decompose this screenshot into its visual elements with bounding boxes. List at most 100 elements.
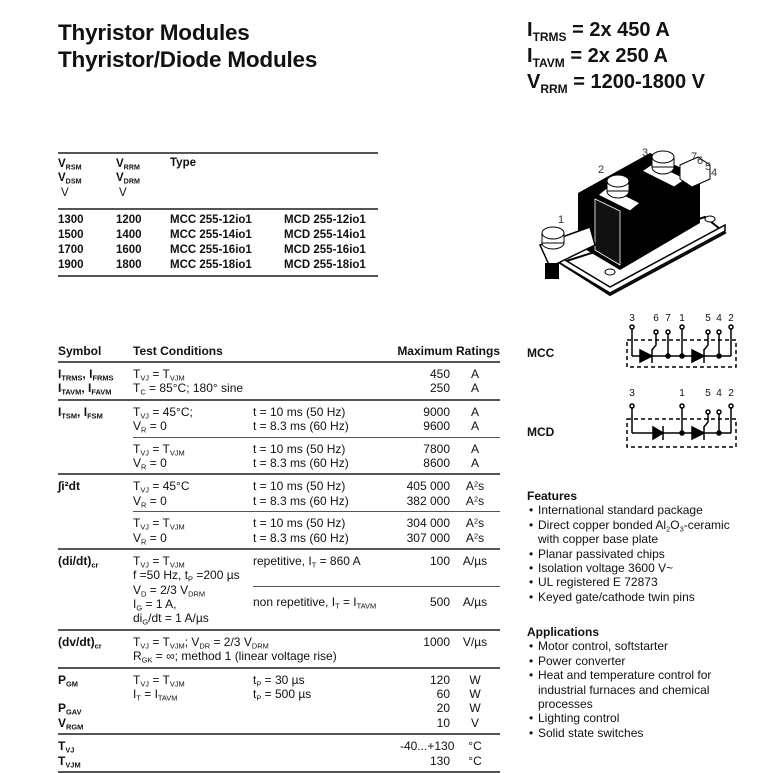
- header-symbol: Symbol: [58, 344, 102, 358]
- type-table-row: 1500 1400 MCC 255-14io1 MCD 255-14io1: [58, 229, 378, 244]
- condition-line: TVJ = 45°C: [133, 479, 190, 495]
- symbol-cell: ITSM, IFSM: [58, 401, 133, 474]
- type-table-row: 1900 1800 MCC 255-18io1 MCD 255-18io1: [58, 259, 378, 274]
- applications-section: Applications Motor control, softstarterP…: [527, 625, 711, 740]
- list-item: Power converter: [527, 654, 711, 668]
- condition-line: [133, 739, 253, 753]
- ratings-subrow: TVJ = TVJM IT = ITAVM tP = 30 µs tP = 500 µ…: [133, 669, 500, 734]
- symbol-line: [58, 687, 133, 701]
- mcc-pin: 2: [728, 313, 734, 324]
- rating-value: 130: [429, 753, 450, 768]
- condition-line: VR = 0: [133, 493, 167, 510]
- list-item: Planar passivated chips: [527, 547, 730, 561]
- type-table-cell: MCD 255-18io1: [284, 259, 366, 271]
- condition-line: TVJ = 45°C;: [133, 404, 193, 421]
- rating-value: -40...+130: [400, 739, 455, 754]
- page-subtitle: Thyristor/Diode Modules: [58, 47, 318, 72]
- symbol-line: TVJM: [58, 753, 81, 770]
- condition-line: VD = 2/3 VDRM: [133, 582, 206, 599]
- pin-label: 7: [691, 151, 697, 163]
- list-item: Keyed gate/cathode twin pins: [527, 590, 730, 604]
- type-table-row: 1300 1200 MCC 255-12io1 MCD 255-12io1: [58, 214, 378, 229]
- symbol-cell: TVJ TVJM: [58, 735, 133, 771]
- symbol-cell: ∫i²dt: [58, 475, 133, 548]
- rating-value: 9000: [423, 404, 450, 419]
- key-rating-vrrm: VRRM = 1200-1800 V: [527, 71, 706, 96]
- condition-line: TVJ = TVJM: [133, 672, 185, 689]
- mcc-pin: 1: [679, 313, 685, 324]
- unit-v: V: [119, 186, 127, 199]
- conditions-area: TVJ = 45°C VR = 0 t = 10 ms (50 Hz) t = 8.3…: [133, 475, 500, 548]
- rating-unit: W: [469, 687, 481, 702]
- list-item: Lighting control: [527, 711, 711, 725]
- ratings-subrow: -40...+130 130 °C °C: [133, 735, 500, 771]
- applications-list: Motor control, softstarterPower converte…: [527, 639, 711, 740]
- symbol-line: PGAV: [58, 701, 82, 718]
- list-item: Heat and temperature control forindustri…: [527, 668, 711, 711]
- condition-line: [253, 754, 400, 768]
- condition-line: TVJ = TVJM: [133, 553, 185, 570]
- condition-line: RGK = ∞; method 1 (linear voltage rise): [133, 649, 337, 665]
- rating-unit: [450, 568, 500, 582]
- rating-value: 405 000: [406, 479, 450, 494]
- features-section: Features International standard packageD…: [527, 489, 730, 604]
- symbol-line: ITAVM, IFAVM: [58, 381, 112, 397]
- header-vrrm: VRRM: [116, 158, 140, 172]
- type-table-cell: 1300: [58, 214, 84, 226]
- rating-unit: A2s: [465, 479, 485, 494]
- symbol-cell: (di/dt)cr: [58, 550, 133, 629]
- type-table-body: 1300 1200 MCC 255-12io1 MCD 255-12io1 1500 14…: [58, 214, 378, 274]
- timing-condition-cell: t = 10 ms (50 Hz) t = 8.3 ms (60 Hz): [253, 442, 400, 471]
- rating-unit-cell: A/µs: [450, 554, 500, 583]
- condition-line: t = 10 ms (50 Hz): [253, 404, 346, 419]
- rating-value: 1000: [423, 634, 450, 649]
- type-table-cell: MCC 255-16io1: [170, 244, 252, 256]
- test-condition-cell: TVJ = TVJM VR = 0: [133, 516, 253, 545]
- ratings-row: ITRMS, IFRMS ITAVM, IFAVM TVJ = TVJM TC = 8…: [58, 363, 500, 401]
- rating-unit: V: [470, 715, 479, 730]
- timing-condition-cell: repetitive, IT = 860 A: [253, 554, 400, 583]
- rating-unit: °C: [468, 753, 482, 768]
- condition-line: [253, 367, 400, 381]
- header-vdrm: VDRM: [116, 172, 140, 186]
- condition-line: [253, 649, 400, 663]
- rating-unit: A: [470, 367, 479, 381]
- condition-line: [253, 716, 400, 730]
- rating-unit: A: [470, 441, 479, 456]
- test-condition-cell: TVJ = TVJM VR = 0: [133, 442, 253, 471]
- pin-label: 6: [697, 155, 703, 167]
- timing-condition-cell: tP = 30 µs tP = 500 µs: [253, 673, 400, 731]
- rating-value: 307 000: [406, 530, 450, 545]
- pin-label: 5: [705, 161, 711, 173]
- type-table-cell: MCC 255-18io1: [170, 259, 252, 271]
- symbol-line: PGM: [58, 672, 78, 689]
- mcd-pin: 5: [705, 388, 711, 399]
- rating-value-cell: 1000: [400, 635, 450, 664]
- module-package-image: 1 2 3 7 6 5 4: [538, 147, 727, 297]
- list-item: Isolation voltage 3600 V~: [527, 561, 730, 575]
- rating-value-cell: 304 000 307 000: [400, 516, 450, 545]
- type-table-cell: 1600: [116, 244, 142, 256]
- timing-condition-cell: [253, 367, 400, 396]
- type-table-cell: 1800: [116, 259, 142, 271]
- list-item: International standard package: [527, 503, 730, 517]
- condition-line: TVJ = TVJM; VDR = 2/3 VDRM: [133, 634, 269, 651]
- ratings-subrow: repetitive, IT = 860 A 100 A/µs: [253, 550, 500, 586]
- rating-value: 100: [429, 553, 450, 568]
- list-item: Motor control, softstarter: [527, 639, 711, 653]
- rating-unit: A: [470, 419, 479, 434]
- divider: [58, 275, 378, 277]
- condition-line: repetitive, IT = 860 A: [253, 553, 361, 570]
- timing-condition-cell: t = 10 ms (50 Hz) t = 8.3 ms (60 Hz): [253, 479, 400, 508]
- list-item: Solid state switches: [527, 726, 711, 740]
- condition-line: [133, 716, 253, 730]
- rating-value: 304 000: [406, 516, 450, 531]
- condition-line: [133, 754, 253, 768]
- rating-unit: W: [469, 701, 481, 716]
- timing-condition-cell: t = 10 ms (50 Hz) t = 8.3 ms (60 Hz): [253, 405, 400, 434]
- type-table-cell: 1900: [58, 259, 84, 271]
